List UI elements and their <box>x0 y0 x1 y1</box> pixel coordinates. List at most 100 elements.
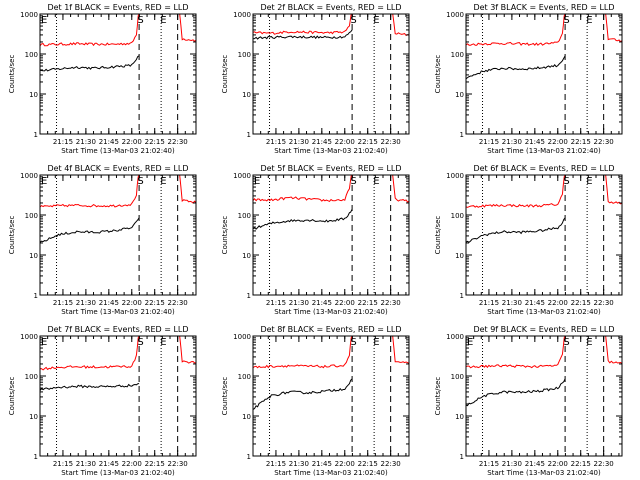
x-tick-label: 22:15 <box>145 299 165 307</box>
y-tick-label: 100 <box>238 373 251 381</box>
y-tick-label: 100 <box>451 51 464 59</box>
annotation-E: E <box>586 176 592 187</box>
x-tick-label: 21:45 <box>525 299 545 307</box>
x-tick-label: 22:30 <box>381 460 401 468</box>
panel-1: Det 1f BLACK = Events, RED = LLD 1 10 100 10… <box>8 3 197 155</box>
plot-frame <box>252 13 410 135</box>
series-black <box>466 55 566 80</box>
annotation-E: E <box>160 15 166 26</box>
series-red <box>40 175 196 208</box>
x-tick-label: 22:30 <box>168 138 188 146</box>
panel-title: Det 8f BLACK = Events, RED = LLD <box>260 325 401 334</box>
panel-title: Det 7f BLACK = Events, RED = LLD <box>47 325 188 334</box>
x-tick-label: 22:00 <box>548 299 568 307</box>
x-tick-label: 21:15 <box>53 460 73 468</box>
x-tick-label: 21:30 <box>76 460 96 468</box>
annotation-E: E <box>373 337 379 348</box>
y-tick-label: 1 <box>247 131 251 139</box>
y-tick-label: 1000 <box>20 172 38 180</box>
x-tick-label: 22:15 <box>145 138 165 146</box>
panel-title: Det 4f BLACK = Events, RED = LLD <box>47 164 188 173</box>
annotation-E: E <box>160 176 166 187</box>
y-tick-label: 1000 <box>233 172 251 180</box>
y-tick-label: 10 <box>29 413 38 421</box>
x-tick-label: 21:15 <box>266 138 286 146</box>
x-tick-label: 22:00 <box>335 460 355 468</box>
annotation-S: S <box>137 15 143 26</box>
series-black <box>40 217 140 243</box>
series-black <box>40 383 140 391</box>
y-tick-label: 1000 <box>20 11 38 19</box>
panel-3: Det 3f BLACK = Events, RED = LLD 1 10 100 10… <box>434 3 623 155</box>
y-tick-label: 1 <box>460 131 464 139</box>
annotation-S: S <box>563 176 569 187</box>
x-tick-label: 22:15 <box>571 299 591 307</box>
x-tick-label: 22:30 <box>168 460 188 468</box>
x-tick-label: 21:15 <box>266 460 286 468</box>
y-tick-label: 1 <box>247 292 251 300</box>
plot-frame <box>465 174 623 296</box>
panel-6: Det 6f BLACK = Events, RED = LLD 1 10 100 10… <box>434 164 623 316</box>
y-tick-label: 1 <box>34 453 38 461</box>
y-axis-label: Counts/sec <box>434 377 442 416</box>
y-tick-label: 10 <box>242 252 251 260</box>
x-tick-label: 21:15 <box>479 138 499 146</box>
x-tick-label: 21:15 <box>53 138 73 146</box>
panel-title: Det 9f BLACK = Events, RED = LLD <box>473 325 614 334</box>
x-tick-label: 21:45 <box>525 138 545 146</box>
panel-7: Det 7f BLACK = Events, RED = LLD 1 10 100 10… <box>8 325 197 477</box>
plot-frame <box>252 174 410 296</box>
series-black <box>40 55 140 72</box>
y-tick-label: 10 <box>242 91 251 99</box>
x-axis-label: Start Time (13-Mar-03 21:02:40) <box>61 308 175 316</box>
annotation-S: S <box>137 337 143 348</box>
annotation-E: E <box>373 176 379 187</box>
panel-4: Det 4f BLACK = Events, RED = LLD 1 10 100 10… <box>8 164 197 316</box>
x-tick-label: 21:30 <box>289 299 309 307</box>
x-tick-label: 22:30 <box>594 299 614 307</box>
y-tick-label: 1000 <box>446 11 464 19</box>
panel-8: Det 8f BLACK = Events, RED = LLD 1 10 100 10… <box>221 325 410 477</box>
series-red <box>253 14 409 37</box>
x-tick-label: 21:30 <box>289 138 309 146</box>
y-tick-label: 10 <box>242 413 251 421</box>
x-tick-label: 21:45 <box>312 460 332 468</box>
annotation-E: E <box>373 15 379 26</box>
x-tick-label: 22:00 <box>122 460 142 468</box>
x-tick-label: 21:30 <box>289 460 309 468</box>
y-tick-label: 100 <box>25 51 38 59</box>
x-tick-label: 22:00 <box>335 299 355 307</box>
annotation-E: E <box>160 337 166 348</box>
x-tick-label: 21:30 <box>502 299 522 307</box>
y-tick-label: 1000 <box>233 333 251 341</box>
x-tick-label: 21:30 <box>76 299 96 307</box>
x-axis-label: Start Time (13-Mar-03 21:02:40) <box>487 308 601 316</box>
y-tick-label: 1000 <box>446 172 464 180</box>
annotation-E: E <box>254 176 260 187</box>
plot-frame <box>252 335 410 457</box>
x-tick-label: 21:15 <box>53 299 73 307</box>
y-tick-label: 100 <box>238 212 251 220</box>
y-axis-label: Counts/sec <box>8 55 16 94</box>
y-tick-label: 100 <box>25 373 38 381</box>
annotation-E: E <box>467 337 473 348</box>
x-tick-label: 22:30 <box>594 460 614 468</box>
panel-title: Det 3f BLACK = Events, RED = LLD <box>473 3 614 12</box>
annotation-S: S <box>350 176 356 187</box>
x-tick-label: 22:00 <box>335 138 355 146</box>
series-red <box>466 336 622 369</box>
y-tick-label: 10 <box>29 91 38 99</box>
series-red <box>253 175 409 203</box>
y-tick-label: 100 <box>25 212 38 220</box>
y-tick-label: 100 <box>451 373 464 381</box>
panel-2: Det 2f BLACK = Events, RED = LLD 1 10 100 10… <box>221 3 410 155</box>
y-tick-label: 10 <box>455 252 464 260</box>
series-red <box>40 14 196 47</box>
x-tick-label: 21:45 <box>312 299 332 307</box>
annotation-S: S <box>563 337 569 348</box>
y-axis-label: Counts/sec <box>221 216 229 255</box>
x-tick-label: 22:15 <box>571 138 591 146</box>
series-red <box>253 336 409 369</box>
series-red <box>466 14 622 46</box>
